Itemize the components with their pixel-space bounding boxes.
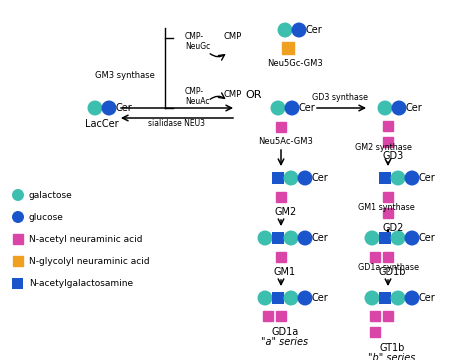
Text: GD3 synthase: GD3 synthase [312,94,368,103]
Bar [379,292,391,304]
Text: GD2: GD2 [383,223,404,233]
Text: Neu5Gc-GM3: Neu5Gc-GM3 [267,58,323,68]
Text: Cer: Cer [312,233,329,243]
Circle shape [404,291,419,306]
Circle shape [12,211,24,223]
Bar [379,172,391,184]
Text: N-glycolyl neuraminic acid: N-glycolyl neuraminic acid [29,256,150,266]
Circle shape [298,230,312,246]
Text: Cer: Cer [312,173,329,183]
Text: Cer: Cer [116,103,133,113]
Circle shape [391,230,405,246]
Text: OR: OR [246,90,262,100]
Circle shape [292,22,307,37]
Text: Cer: Cer [312,293,329,303]
Circle shape [391,291,405,306]
Text: galactose: galactose [29,190,73,199]
Text: Neu5Ac-GM3: Neu5Ac-GM3 [258,138,313,147]
Text: CMP: CMP [224,32,242,41]
Circle shape [404,230,419,246]
Text: Cer: Cer [406,103,423,113]
Circle shape [277,22,292,37]
Text: Cer: Cer [299,103,316,113]
Circle shape [391,171,405,185]
Text: Cer: Cer [419,173,436,183]
Text: LacCer: LacCer [85,119,119,129]
Text: GD3: GD3 [383,151,404,161]
Text: CMP-
NeuGc: CMP- NeuGc [185,32,210,51]
Circle shape [271,100,285,116]
Text: GD1a synthase: GD1a synthase [358,264,419,273]
Circle shape [392,100,407,116]
Circle shape [101,100,117,116]
Text: Cer: Cer [419,233,436,243]
Circle shape [365,291,380,306]
Text: sialidase NEU3: sialidase NEU3 [148,120,206,129]
Circle shape [298,291,312,306]
Circle shape [283,291,299,306]
Text: GM2 synthase: GM2 synthase [355,144,412,153]
Circle shape [283,171,299,185]
Bar [379,232,391,244]
Text: CMP: CMP [224,90,242,99]
Text: Cer: Cer [419,293,436,303]
Text: GM1: GM1 [274,267,296,277]
Bar [12,278,24,288]
Text: GT1b: GT1b [379,343,405,353]
Circle shape [88,100,102,116]
Text: "b" series: "b" series [368,353,416,360]
Bar [272,292,284,304]
Bar [272,172,284,184]
Circle shape [284,100,300,116]
Text: GD1b: GD1b [378,267,406,277]
Text: glucose: glucose [29,212,64,221]
Circle shape [377,100,392,116]
Circle shape [12,189,24,201]
Circle shape [298,171,312,185]
Text: CMP-
NeuAc: CMP- NeuAc [185,87,210,107]
Text: GM3 synthase: GM3 synthase [95,71,155,80]
Text: N-acetylgalactosamine: N-acetylgalactosamine [29,279,133,288]
Text: Cer: Cer [306,25,323,35]
Circle shape [404,171,419,185]
Text: N-acetyl neuraminic acid: N-acetyl neuraminic acid [29,234,143,243]
Circle shape [365,230,380,246]
Circle shape [283,230,299,246]
Text: GM2: GM2 [275,207,297,217]
Bar [272,232,284,244]
Text: GM1 synthase: GM1 synthase [358,203,415,212]
Text: GD1a: GD1a [272,327,299,337]
Circle shape [257,291,273,306]
Circle shape [257,230,273,246]
Text: "a" series: "a" series [262,337,309,347]
